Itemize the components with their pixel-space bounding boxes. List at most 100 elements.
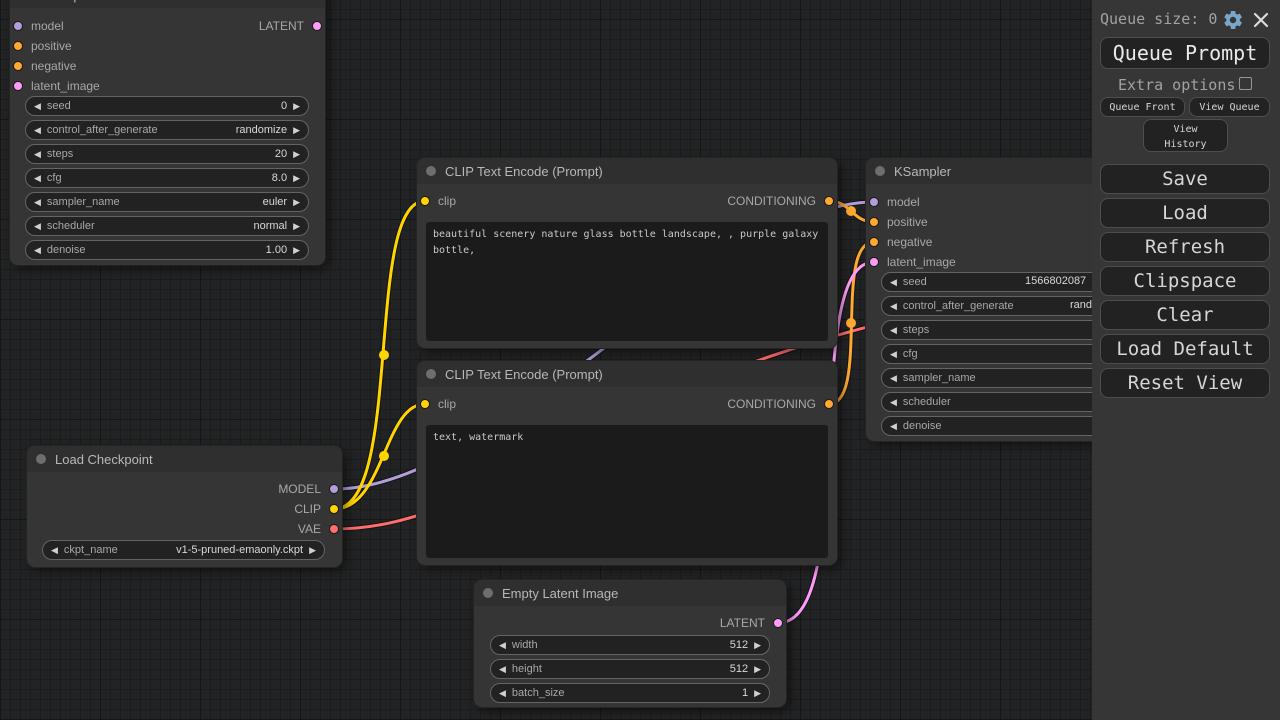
widget-height[interactable]: ◀ height 512 ▶ — [490, 659, 770, 679]
decrement-arrow-icon[interactable]: ◀ — [890, 372, 897, 383]
widget-sampler-name[interactable]: ◀ sampler_name euler ▶ — [25, 192, 309, 212]
widget-denoise[interactable]: ◀ denoise 1.00 ▶ — [25, 240, 309, 260]
conditioning-slot-dot[interactable] — [13, 61, 23, 71]
positive-prompt-textarea[interactable]: beautiful scenery nature glass bottle la… — [426, 222, 828, 341]
conditioning-slot-dot[interactable] — [869, 237, 879, 247]
widget-steps[interactable]: ◀ steps 20 ▶ — [25, 144, 309, 164]
negative-prompt-textarea[interactable]: text, watermark — [426, 425, 828, 558]
decrement-arrow-icon[interactable]: ◀ — [34, 100, 41, 111]
node-ksampler-left[interactable]: KSampler model positive negative latent_… — [10, 0, 325, 265]
decrement-arrow-icon[interactable]: ◀ — [890, 324, 897, 335]
decrement-arrow-icon[interactable]: ◀ — [34, 220, 41, 231]
input-slot-clip[interactable]: clip — [420, 191, 456, 211]
load-default-button[interactable]: Load Default — [1100, 334, 1270, 364]
latent-slot-dot[interactable] — [869, 257, 879, 267]
model-slot-dot[interactable] — [869, 197, 879, 207]
output-slot-clip[interactable]: CLIP — [294, 499, 339, 519]
widget-control-after-generate[interactable]: ◀ control_after_generate randomize ▶ — [25, 120, 309, 140]
vae-slot-dot[interactable] — [329, 524, 339, 534]
widget-ckpt-name[interactable]: ◀ ckpt_name v1-5-pruned-emaonly.ckpt ▶ — [42, 540, 325, 560]
conditioning-slot-dot[interactable] — [869, 217, 879, 227]
widget-seed[interactable]: ◀ seed 0 ▶ — [25, 96, 309, 116]
increment-arrow-icon[interactable]: ▶ — [754, 663, 761, 674]
output-slot-conditioning[interactable]: CONDITIONING — [727, 394, 834, 414]
settings-gear-icon[interactable] — [1222, 9, 1244, 31]
conditioning-slot-dot[interactable] — [824, 399, 834, 409]
node-title-bar[interactable]: Load Checkpoint — [27, 446, 342, 472]
collapse-dot[interactable] — [426, 369, 436, 379]
node-title-bar[interactable]: CLIP Text Encode (Prompt) — [417, 361, 837, 387]
increment-arrow-icon[interactable]: ▶ — [293, 172, 300, 183]
increment-arrow-icon[interactable]: ▶ — [293, 148, 300, 159]
node-clip-text-encode-negative[interactable]: CLIP Text Encode (Prompt) clip CONDITION… — [417, 361, 837, 565]
conditioning-slot-dot[interactable] — [13, 41, 23, 51]
collapse-dot[interactable] — [426, 166, 436, 176]
decrement-arrow-icon[interactable]: ◀ — [890, 276, 897, 287]
clip-slot-dot[interactable] — [420, 196, 430, 206]
queue-prompt-button[interactable]: Queue Prompt — [1100, 37, 1270, 69]
clip-slot-dot[interactable] — [329, 504, 339, 514]
collapse-dot[interactable] — [36, 454, 46, 464]
increment-arrow-icon[interactable]: ▶ — [293, 220, 300, 231]
output-slot-model[interactable]: MODEL — [278, 479, 339, 499]
decrement-arrow-icon[interactable]: ◀ — [34, 172, 41, 183]
collapse-dot[interactable] — [875, 166, 885, 176]
decrement-arrow-icon[interactable]: ◀ — [499, 639, 506, 650]
decrement-arrow-icon[interactable]: ◀ — [890, 300, 897, 311]
input-slot-model[interactable]: model — [13, 16, 64, 36]
clear-button[interactable]: Clear — [1100, 300, 1270, 330]
increment-arrow-icon[interactable]: ▶ — [754, 639, 761, 650]
refresh-button[interactable]: Refresh — [1100, 232, 1270, 262]
decrement-arrow-icon[interactable]: ◀ — [34, 244, 41, 255]
decrement-arrow-icon[interactable]: ◀ — [51, 544, 58, 555]
load-button[interactable]: Load — [1100, 198, 1270, 228]
output-slot-latent[interactable]: LATENT — [720, 613, 783, 633]
decrement-arrow-icon[interactable]: ◀ — [890, 396, 897, 407]
model-slot-dot[interactable] — [13, 21, 23, 31]
input-slot-positive[interactable]: positive — [13, 36, 72, 56]
clipspace-button[interactable]: Clipspace — [1100, 266, 1270, 296]
increment-arrow-icon[interactable]: ▶ — [293, 196, 300, 207]
increment-arrow-icon[interactable]: ▶ — [309, 544, 316, 555]
input-slot-model[interactable]: model — [869, 192, 920, 212]
node-title-bar[interactable]: KSampler — [10, 0, 325, 8]
latent-slot-dot[interactable] — [773, 618, 783, 628]
node-empty-latent-image[interactable]: Empty Latent Image LATENT ◀ width 512 ▶ … — [474, 580, 786, 707]
increment-arrow-icon[interactable]: ▶ — [293, 244, 300, 255]
input-slot-latent-image[interactable]: latent_image — [869, 252, 956, 272]
save-button[interactable]: Save — [1100, 164, 1270, 194]
node-clip-text-encode-positive[interactable]: CLIP Text Encode (Prompt) clip CONDITION… — [417, 158, 837, 348]
input-slot-negative[interactable]: negative — [869, 232, 932, 252]
conditioning-slot-dot[interactable] — [824, 196, 834, 206]
node-load-checkpoint[interactable]: Load Checkpoint MODEL CLIP VAE ◀ ckpt_na… — [27, 446, 342, 567]
decrement-arrow-icon[interactable]: ◀ — [890, 420, 897, 431]
model-slot-dot[interactable] — [329, 484, 339, 494]
widget-width[interactable]: ◀ width 512 ▶ — [490, 635, 770, 655]
input-slot-positive[interactable]: positive — [869, 212, 928, 232]
close-icon[interactable] — [1252, 11, 1270, 29]
node-title-bar[interactable]: CLIP Text Encode (Prompt) — [417, 158, 837, 184]
decrement-arrow-icon[interactable]: ◀ — [34, 124, 41, 135]
widget-batch-size[interactable]: ◀ batch_size 1 ▶ — [490, 683, 770, 703]
decrement-arrow-icon[interactable]: ◀ — [499, 687, 506, 698]
decrement-arrow-icon[interactable]: ◀ — [499, 663, 506, 674]
view-queue-button[interactable]: View Queue — [1189, 97, 1270, 117]
increment-arrow-icon[interactable]: ▶ — [293, 124, 300, 135]
reset-view-button[interactable]: Reset View — [1100, 368, 1270, 398]
increment-arrow-icon[interactable]: ▶ — [293, 100, 300, 111]
decrement-arrow-icon[interactable]: ◀ — [890, 348, 897, 359]
latent-slot-dot[interactable] — [312, 21, 322, 31]
input-slot-clip[interactable]: clip — [420, 394, 456, 414]
output-slot-conditioning[interactable]: CONDITIONING — [727, 191, 834, 211]
widget-cfg[interactable]: ◀ cfg 8.0 ▶ — [25, 168, 309, 188]
decrement-arrow-icon[interactable]: ◀ — [34, 196, 41, 207]
decrement-arrow-icon[interactable]: ◀ — [34, 148, 41, 159]
widget-scheduler[interactable]: ◀ scheduler normal ▶ — [25, 216, 309, 236]
queue-front-button[interactable]: Queue Front — [1100, 97, 1185, 117]
latent-slot-dot[interactable] — [13, 81, 23, 91]
view-history-button[interactable]: View History — [1143, 119, 1228, 152]
input-slot-negative[interactable]: negative — [13, 56, 76, 76]
node-title-bar[interactable]: Empty Latent Image — [474, 580, 786, 606]
output-slot-latent[interactable]: LATENT — [259, 16, 322, 36]
